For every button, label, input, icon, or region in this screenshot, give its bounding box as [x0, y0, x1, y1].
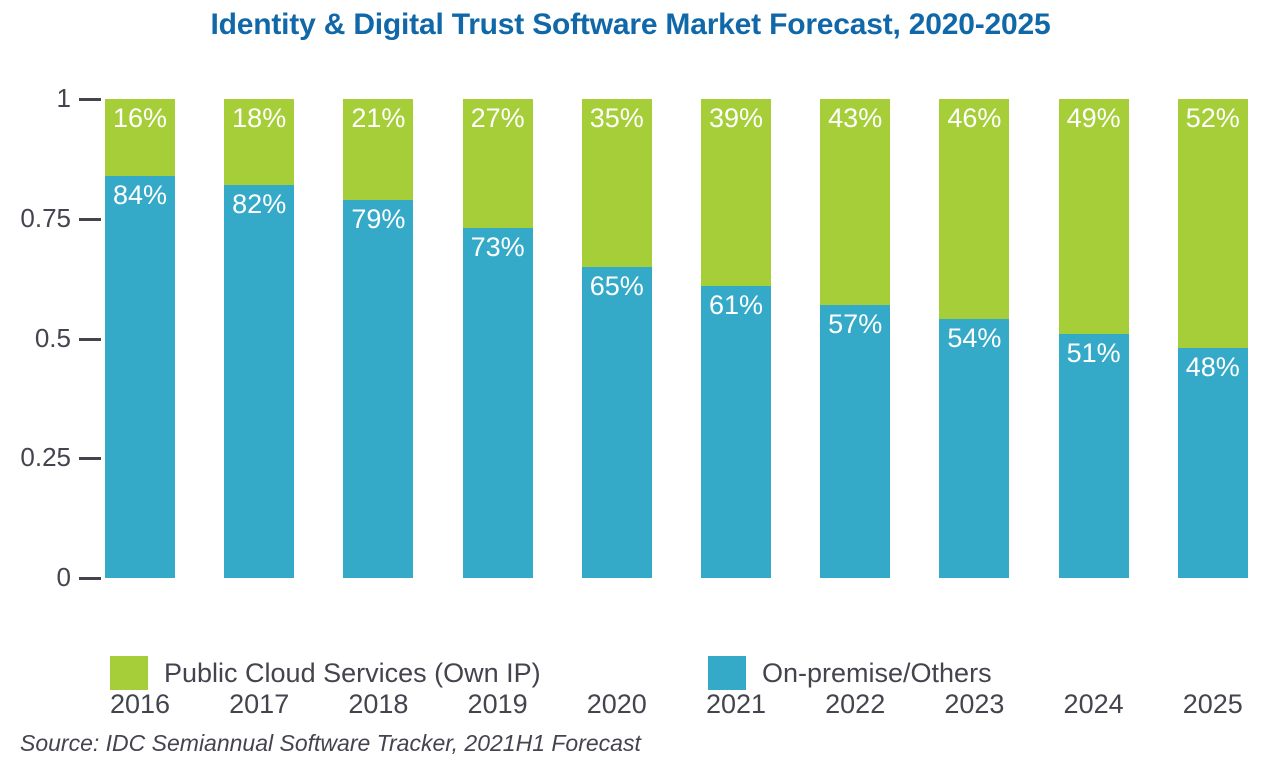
y-axis-tick-label: 0.75: [20, 202, 71, 233]
bar-segment-label: 27%: [470, 103, 525, 133]
bar-segment-label: 52%: [1185, 103, 1240, 133]
chart-plot-area: 0 0.25 0.5 0.75 1 16% 84% 2016 18% 82% 2017 21% 79%…: [20, 83, 1248, 719]
bar-segment-on-premise[interactable]: 51%: [1058, 333, 1129, 578]
bar-segment-public-cloud[interactable]: 43%: [820, 99, 891, 305]
legend-color-swatch: [110, 656, 148, 690]
bar-segment-label: 18%: [232, 103, 287, 133]
legend-item[interactable]: Public Cloud Services (Own IP): [110, 655, 541, 691]
chart-legend: Public Cloud Services (Own IP) On-premise…: [0, 655, 1261, 695]
bar-group[interactable]: 18% 82% 2017: [224, 99, 295, 719]
y-axis-tick-mark: [79, 337, 101, 341]
bar-segment-on-premise[interactable]: 82%: [224, 185, 295, 578]
x-axis-category-label: 2016: [109, 689, 171, 719]
x-axis-category-label: 2025: [1182, 689, 1243, 719]
y-axis-tick-mark: [79, 577, 101, 580]
bar-segment-label: 57%: [828, 308, 883, 339]
bar-segment-label: 82%: [232, 189, 287, 220]
bar-segment-on-premise[interactable]: 61%: [701, 285, 771, 578]
bar-segment-label: 51%: [1066, 337, 1121, 368]
bar-group[interactable]: 43% 57% 2022: [820, 99, 891, 719]
bar-segment-public-cloud[interactable]: 21%: [343, 99, 414, 200]
x-axis-category-label: 2022: [825, 689, 886, 719]
legend-color-swatch: [708, 656, 746, 690]
bar-segment-public-cloud[interactable]: 39%: [701, 99, 771, 286]
bar-segment-on-premise[interactable]: 57%: [820, 304, 891, 578]
bar-segment-label: 16%: [112, 103, 168, 133]
bar-segment-public-cloud[interactable]: 18%: [224, 99, 295, 186]
legend-item[interactable]: On-premise/Others: [708, 655, 992, 691]
bar-group[interactable]: 16% 84% 2016: [105, 99, 175, 719]
bar-segment-label: 79%: [351, 203, 406, 234]
bar-segment-on-premise[interactable]: 73%: [462, 228, 533, 578]
legend-item-label: On-premise/Others: [762, 657, 992, 688]
bar-segment-label: 65%: [589, 270, 644, 301]
y-axis-tick-label: 1: [56, 83, 71, 113]
bar-segment-public-cloud[interactable]: 52%: [1177, 99, 1248, 349]
bar-group[interactable]: 35% 65% 2020: [581, 99, 652, 719]
bar-segment-public-cloud[interactable]: 16%: [105, 99, 175, 176]
y-axis-tick-mark: [79, 457, 101, 461]
bar-group[interactable]: 21% 79% 2018: [343, 99, 414, 719]
bar-segment-on-premise[interactable]: 54%: [939, 319, 1010, 578]
bar-segment-label: 73%: [470, 232, 525, 263]
bar-segment-label: 49%: [1066, 103, 1121, 133]
x-axis-category-label: 2020: [586, 689, 647, 719]
bar-group[interactable]: 27% 73% 2019: [462, 99, 533, 719]
x-axis-category-label: 2019: [467, 689, 528, 719]
bar-segment-label: 43%: [828, 103, 883, 133]
bar-segment-label: 84%: [112, 179, 168, 210]
bar-segment-label: 54%: [947, 323, 1002, 354]
x-axis-category-label: 2024: [1063, 689, 1124, 719]
bar-segment-public-cloud[interactable]: 49%: [1058, 99, 1129, 334]
source-note: Source: IDC Semiannual Software Tracker,…: [20, 730, 641, 756]
bar-segment-public-cloud[interactable]: 27%: [462, 99, 533, 229]
bar-segment-label: 46%: [947, 103, 1002, 133]
y-axis-tick-label: 0.5: [34, 322, 71, 353]
bar-segment-label: 61%: [708, 289, 764, 320]
bar-segment-label: 39%: [708, 103, 764, 133]
y-axis-tick-mark: [79, 217, 101, 221]
bar-segment-on-premise[interactable]: 48%: [1177, 348, 1248, 578]
y-axis-tick-label: 0.25: [20, 442, 71, 473]
page-title: Identity & Digital Trust Software Market…: [210, 8, 1051, 41]
bar-segment-label: 35%: [589, 103, 644, 133]
bar-segment-public-cloud[interactable]: 46%: [939, 99, 1010, 320]
y-axis-tick-mark: [79, 98, 101, 101]
bar-group[interactable]: 46% 54% 2023: [939, 99, 1010, 719]
x-axis-category-label: 2018: [348, 689, 409, 719]
legend-item-label: Public Cloud Services (Own IP): [164, 657, 541, 688]
bar-group[interactable]: 52% 48% 2025: [1177, 99, 1248, 719]
y-axis-tick-label: 0: [56, 562, 71, 592]
x-axis-category-label: 2021: [705, 689, 767, 719]
bar-segment-on-premise[interactable]: 79%: [343, 199, 414, 578]
bar-segment-label: 21%: [351, 103, 406, 133]
bar-segment-on-premise[interactable]: 84%: [105, 175, 175, 578]
bar-group[interactable]: 39% 61% 2021: [701, 99, 771, 719]
x-axis-category-label: 2017: [229, 689, 290, 719]
x-axis-category-label: 2023: [944, 689, 1005, 719]
bar-segment-public-cloud[interactable]: 35%: [581, 99, 652, 267]
bar-group[interactable]: 49% 51% 2024: [1058, 99, 1129, 719]
bar-segment-label: 48%: [1185, 352, 1240, 383]
bar-segment-on-premise[interactable]: 65%: [581, 266, 652, 578]
